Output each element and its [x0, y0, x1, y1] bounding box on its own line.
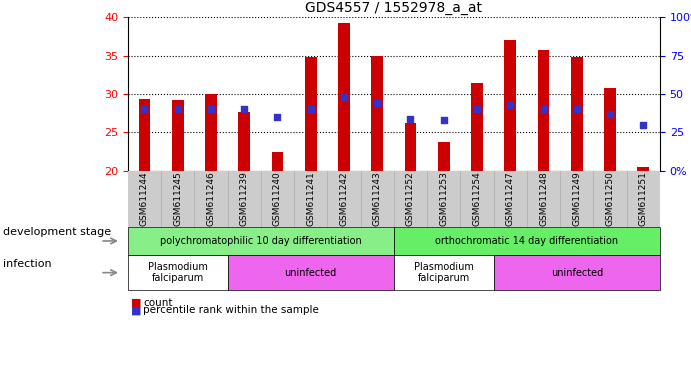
Point — [438, 117, 449, 123]
Text: GSM611242: GSM611242 — [339, 171, 348, 226]
Point — [139, 106, 150, 113]
Bar — [638, 167, 649, 171]
Text: GSM611250: GSM611250 — [605, 171, 614, 226]
Bar — [205, 94, 217, 171]
Bar — [338, 23, 350, 171]
Bar — [139, 99, 150, 171]
Point — [238, 106, 249, 113]
Point — [504, 102, 515, 108]
Text: infection: infection — [3, 259, 52, 269]
Title: GDS4557 / 1552978_a_at: GDS4557 / 1552978_a_at — [305, 1, 482, 15]
Text: GSM611244: GSM611244 — [140, 171, 149, 226]
Bar — [504, 40, 516, 171]
Bar — [238, 112, 250, 171]
Point — [638, 122, 649, 128]
Bar — [438, 142, 450, 171]
Text: GSM611249: GSM611249 — [572, 171, 581, 226]
Bar — [372, 56, 383, 171]
Text: GSM611239: GSM611239 — [240, 171, 249, 226]
Point — [305, 106, 316, 113]
Text: percentile rank within the sample: percentile rank within the sample — [143, 305, 319, 315]
Bar — [305, 57, 316, 171]
Text: count: count — [143, 298, 173, 308]
Text: Plasmodium
falciparum: Plasmodium falciparum — [148, 262, 208, 283]
Bar — [604, 88, 616, 171]
Point — [272, 114, 283, 120]
Text: orthochromatic 14 day differentiation: orthochromatic 14 day differentiation — [435, 236, 618, 246]
Text: uninfected: uninfected — [551, 268, 603, 278]
Text: GSM611243: GSM611243 — [372, 171, 381, 226]
Bar — [571, 57, 583, 171]
Text: uninfected: uninfected — [285, 268, 337, 278]
Text: polychromatophilic 10 day differentiation: polychromatophilic 10 day differentiatio… — [160, 236, 361, 246]
Bar — [405, 123, 416, 171]
Bar — [272, 152, 283, 171]
Point — [571, 106, 583, 113]
Point — [405, 116, 416, 122]
Bar — [471, 83, 483, 171]
Point — [471, 106, 482, 113]
Text: GSM611240: GSM611240 — [273, 171, 282, 226]
Point — [205, 106, 216, 113]
Text: development stage: development stage — [3, 227, 111, 237]
Point — [339, 94, 350, 100]
Text: Plasmodium
falciparum: Plasmodium falciparum — [414, 262, 474, 283]
Text: GSM611248: GSM611248 — [539, 171, 548, 226]
Point — [538, 106, 549, 113]
Text: GSM611251: GSM611251 — [638, 171, 647, 226]
Point — [372, 100, 383, 106]
Text: ■: ■ — [131, 305, 142, 315]
Text: GSM611253: GSM611253 — [439, 171, 448, 226]
Text: GSM611247: GSM611247 — [506, 171, 515, 226]
Point — [172, 106, 183, 113]
Bar — [538, 50, 549, 171]
Text: GSM611241: GSM611241 — [306, 171, 315, 226]
Point — [605, 111, 616, 117]
Text: GSM611245: GSM611245 — [173, 171, 182, 226]
Text: GSM611252: GSM611252 — [406, 171, 415, 226]
Bar — [172, 100, 184, 171]
Text: GSM611246: GSM611246 — [207, 171, 216, 226]
Text: ■: ■ — [131, 298, 142, 308]
Text: GSM611254: GSM611254 — [473, 171, 482, 226]
